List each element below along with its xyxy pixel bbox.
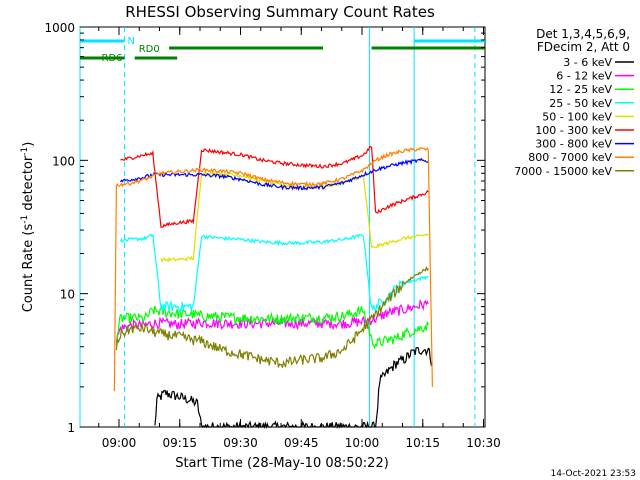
series-line-3 xyxy=(119,233,429,314)
rd6-label: RD6 xyxy=(102,53,123,64)
series-line-5 xyxy=(120,145,429,228)
y-axis-label: Count Rate (s-1 detector-1) xyxy=(20,142,36,313)
x-tick-label-2: 09:30 xyxy=(223,436,258,450)
y-label-mid: detector xyxy=(21,155,36,215)
series-line-8 xyxy=(115,265,429,368)
legend-label-0: 3 - 6 keV xyxy=(563,56,612,69)
y-tick-label-3: 1000 xyxy=(44,21,75,35)
y-label-sup2: -1 xyxy=(20,147,30,156)
series-line-7 xyxy=(113,146,433,392)
series-layer xyxy=(113,145,433,430)
series-line-2 xyxy=(115,305,429,350)
y-label-sup1: -1 xyxy=(20,215,30,224)
axis-layer: 09:00 09:15 09:30 09:45 10:00 10:15 10:30 1 10 10… xyxy=(44,21,500,450)
x-tick-label-5: 10:15 xyxy=(405,436,440,450)
x-tick-label-6: 10:30 xyxy=(466,436,501,450)
x-axis-label: Start Time (28-May-10 08:50:22) xyxy=(175,456,389,471)
x-tick-label-3: 09:45 xyxy=(284,436,319,450)
info-line-2: FDecim 2, Att 0 xyxy=(537,40,630,54)
series-line-6 xyxy=(120,157,429,192)
legend-label-3: 25 - 50 keV xyxy=(549,97,612,110)
y-tick-label-1: 10 xyxy=(60,288,75,302)
annotation-layer: N RD0 RD6 xyxy=(79,27,485,427)
x-tick-label-1: 09:15 xyxy=(162,436,197,450)
series-line-0 xyxy=(154,346,433,430)
x-tick-label-0: 09:00 xyxy=(102,436,137,450)
y-label-end: ) xyxy=(21,142,36,147)
x-tick-label-4: 10:00 xyxy=(345,436,380,450)
footer-timestamp: 14-Oct-2021 23:53 xyxy=(551,469,636,479)
legend-label-2: 12 - 25 keV xyxy=(549,83,612,96)
rd0-label: RD0 xyxy=(139,44,160,55)
legend-label-6: 300 - 800 keV xyxy=(535,138,612,151)
info-line-1: Det 1,3,4,5,6,9, xyxy=(536,27,630,41)
legend-label-5: 100 - 300 keV xyxy=(535,124,612,137)
y-tick-label-2: 100 xyxy=(52,154,75,168)
legend-label-1: 6 - 12 keV xyxy=(556,70,612,83)
legend-label-7: 800 - 7000 keV xyxy=(528,151,612,164)
y-tick-label-0: 1 xyxy=(67,421,75,435)
y-label-base: Count Rate (s xyxy=(21,224,36,313)
series-line-4 xyxy=(160,170,429,264)
legend-label-4: 50 - 100 keV xyxy=(542,110,612,123)
night-label: N xyxy=(128,36,135,47)
series-line-1 xyxy=(115,298,429,343)
chart-title: RHESSI Observing Summary Count Rates xyxy=(125,3,435,21)
legend-label-8: 7000 - 15000 keV xyxy=(514,165,612,178)
